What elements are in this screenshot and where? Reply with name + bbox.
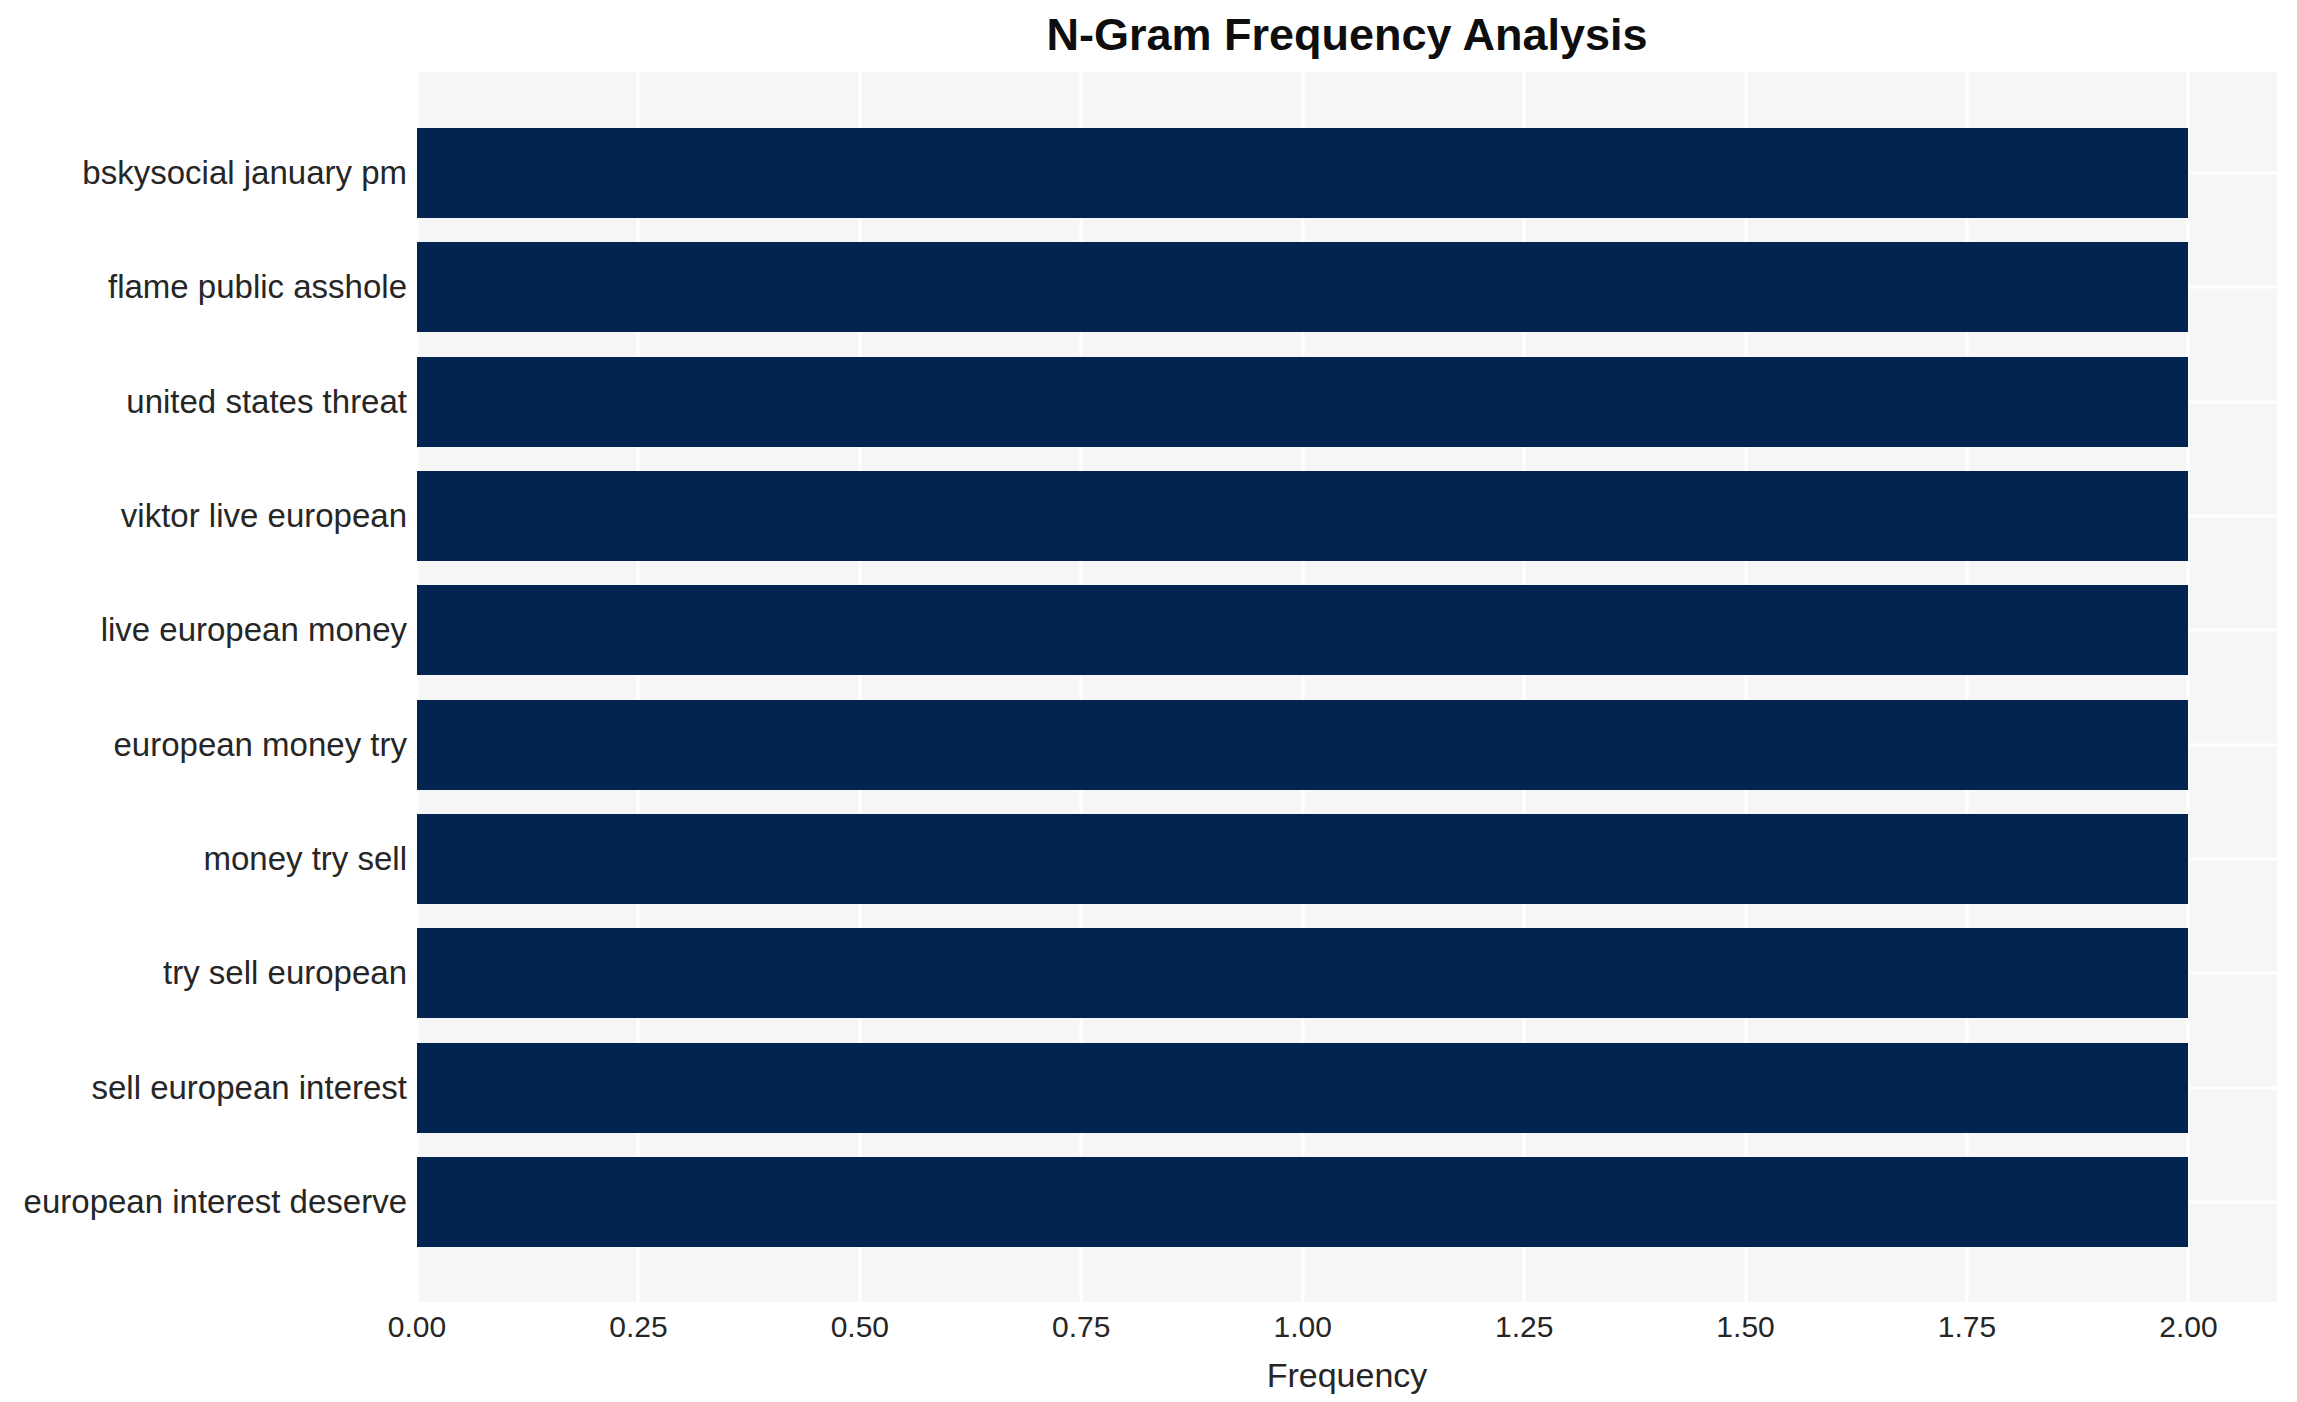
- bar-flame-public-asshole: [417, 242, 2188, 332]
- bar-row: [417, 916, 2277, 1030]
- x-tick-label: 0.75: [1052, 1310, 1110, 1344]
- x-tick-label: 0.00: [388, 1310, 446, 1344]
- y-tick-label: bskysocial january pm: [0, 116, 407, 230]
- bar-row: [417, 230, 2277, 344]
- y-tick-label: viktor live european: [0, 459, 407, 573]
- y-tick-label: live european money: [0, 573, 407, 687]
- y-tick-label: sell european interest: [0, 1030, 407, 1144]
- ngram-frequency-chart: N-Gram Frequency Analysis bskysocial jan…: [0, 0, 2297, 1402]
- x-tick-label: 0.25: [609, 1310, 667, 1344]
- plot-area: [417, 72, 2277, 1302]
- bar-row: [417, 802, 2277, 916]
- x-axis-label: Frequency: [417, 1352, 2277, 1398]
- y-tick-label: flame public asshole: [0, 230, 407, 344]
- bar-row: [417, 345, 2277, 459]
- x-tick-label: 1.50: [1716, 1310, 1774, 1344]
- bar-row: [417, 1145, 2277, 1259]
- x-tick-label: 0.50: [831, 1310, 889, 1344]
- bar-row: [417, 1030, 2277, 1144]
- x-tick-label: 1.25: [1495, 1310, 1553, 1344]
- bar-rows: [417, 72, 2277, 1302]
- bar-viktor-live-european: [417, 471, 2188, 561]
- x-tick-label: 1.00: [1274, 1310, 1332, 1344]
- bar-row: [417, 459, 2277, 573]
- bar-united-states-threat: [417, 357, 2188, 447]
- bar-sell-european-interest: [417, 1043, 2188, 1133]
- bar-row: [417, 687, 2277, 801]
- bar-try-sell-european: [417, 928, 2188, 1018]
- y-tick-label: try sell european: [0, 916, 407, 1030]
- bar-row: [417, 116, 2277, 230]
- bar-european-money-try: [417, 700, 2188, 790]
- bar-row: [417, 573, 2277, 687]
- y-tick-label: united states threat: [0, 345, 407, 459]
- y-tick-label: money try sell: [0, 802, 407, 916]
- bar-european-interest-deserve: [417, 1157, 2188, 1247]
- chart-title: N-Gram Frequency Analysis: [417, 4, 2277, 66]
- bar-live-european-money: [417, 585, 2188, 675]
- y-tick-label: european money try: [0, 687, 407, 801]
- y-axis-tick-labels: bskysocial january pmflame public asshol…: [0, 72, 407, 1302]
- bar-bskysocial-january-pm: [417, 128, 2188, 218]
- bar-money-try-sell: [417, 814, 2188, 904]
- y-tick-label: european interest deserve: [0, 1145, 407, 1259]
- x-axis-tick-labels: 0.000.250.500.751.001.251.501.752.00: [417, 1302, 2277, 1350]
- x-tick-label: 2.00: [2159, 1310, 2217, 1344]
- x-tick-label: 1.75: [1938, 1310, 1996, 1344]
